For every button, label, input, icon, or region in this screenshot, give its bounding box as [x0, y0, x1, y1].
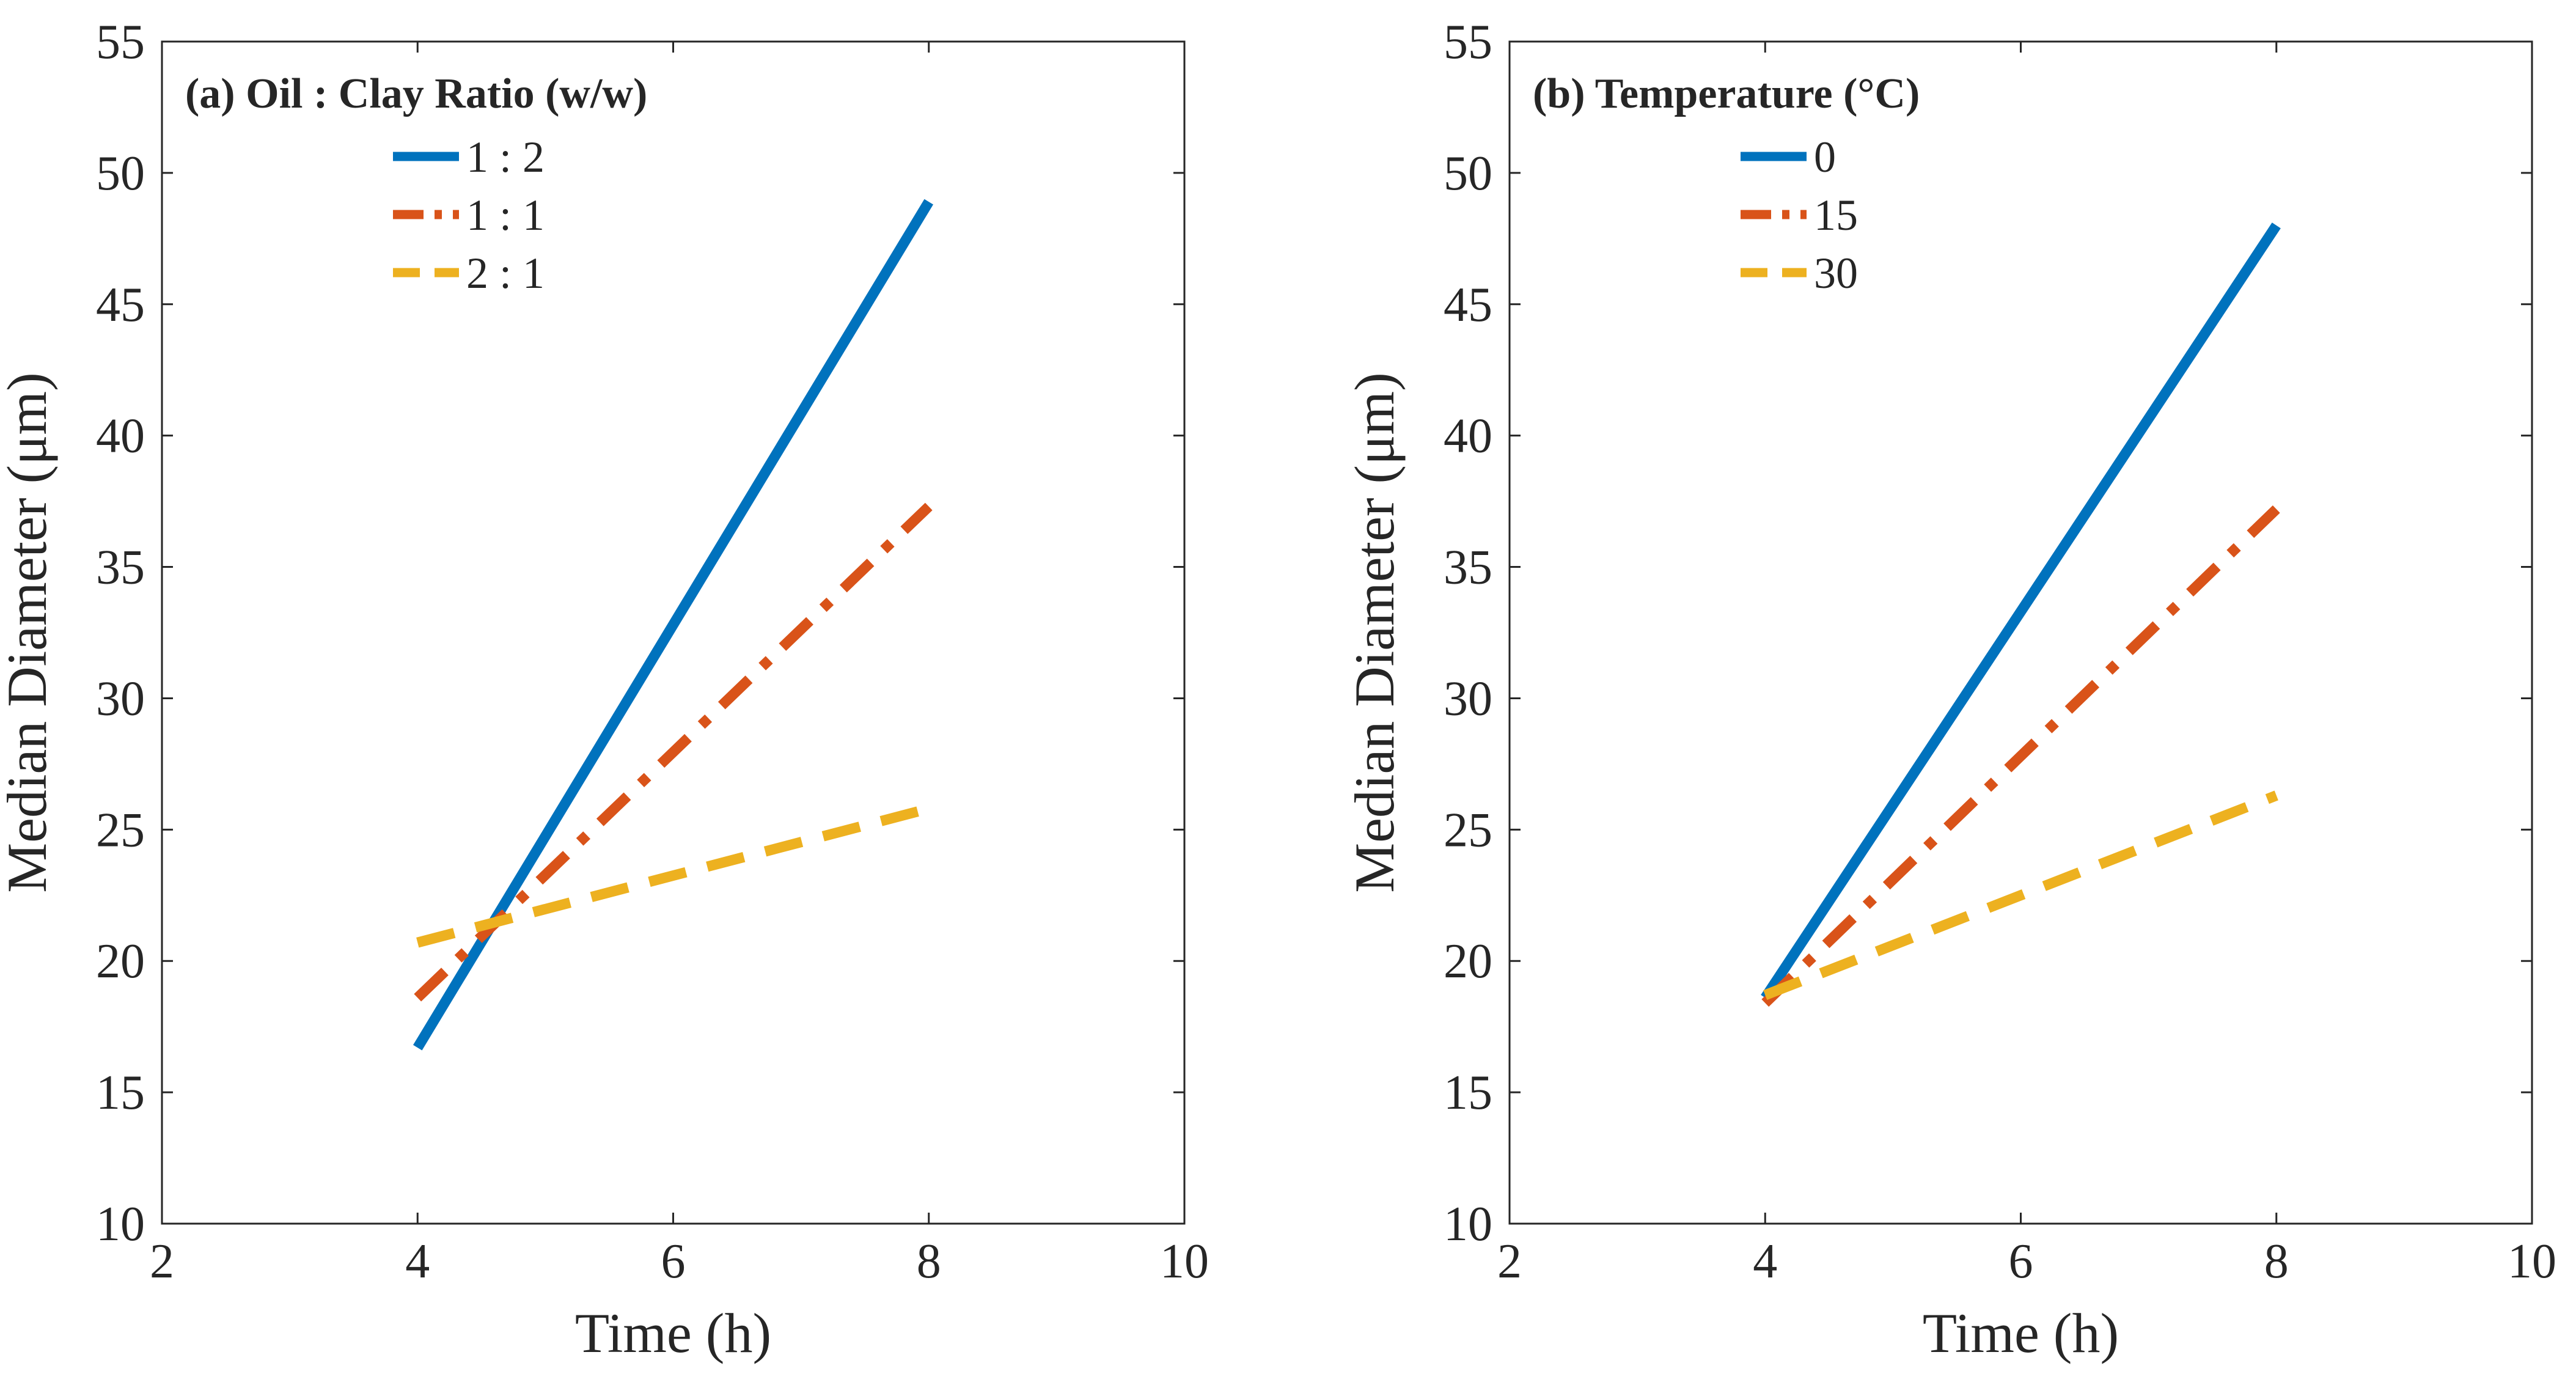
panel-b: 2 4 6 8 10 10 15 20 25 30 35 40 45 50 55 Time (h) Median…	[1343, 15, 2556, 1364]
y-tick-label: 50	[1444, 147, 1492, 200]
series-line-1	[1761, 222, 2281, 1001]
y-tick-label: 55	[96, 15, 145, 69]
y-tick-label: 25	[1444, 803, 1492, 857]
y-tick-label: 50	[96, 147, 145, 200]
y-tick-label: 45	[96, 278, 145, 332]
panel-a: 2 4 6 8 10 10 15 20 25 30 35 40 45 50 55 Time (h) Median…	[0, 15, 1209, 1364]
x-tick-label: 10	[1160, 1235, 1209, 1288]
x-tick-label: 4	[405, 1235, 430, 1288]
legend-label-3: 30	[1814, 249, 1858, 298]
legend-label-1: 0	[1814, 133, 1836, 182]
y-tick-label: 40	[1444, 410, 1492, 463]
y-tick-label: 35	[1444, 541, 1492, 595]
x-tick-label: 4	[1753, 1235, 1777, 1288]
series-line-1	[413, 199, 934, 1051]
series-line-2	[1761, 505, 2280, 1007]
y-tick-label: 35	[96, 541, 145, 595]
y-tick-label: 15	[96, 1066, 145, 1120]
y-tick-label: 20	[1444, 935, 1492, 988]
y-tick-label: 45	[1444, 278, 1492, 332]
x-axis-label: Time (h)	[1923, 1302, 2119, 1364]
legend-label-1: 1 : 2	[466, 133, 545, 182]
legend-label-3: 2 : 1	[466, 249, 545, 298]
plot-area-frame	[1508, 40, 2533, 1225]
legend-label-2: 1 : 1	[466, 191, 545, 240]
panel-title: (b) Temperature (°C)	[1533, 70, 1920, 117]
y-tick-label: 20	[96, 935, 145, 988]
y-tick-label: 30	[96, 672, 145, 726]
x-axis-label: Time (h)	[575, 1302, 771, 1364]
y-tick-label: 25	[96, 803, 145, 857]
x-tick-label: 10	[2508, 1235, 2556, 1288]
x-tick-label: 6	[661, 1235, 686, 1288]
y-tick-label: 10	[96, 1197, 145, 1251]
x-tick-label: 2	[1497, 1235, 1522, 1288]
panel-title: (a) Oil : Clay Ratio (w/w)	[185, 70, 647, 117]
x-tick-label: 8	[917, 1235, 941, 1288]
legend-label-2: 15	[1814, 191, 1858, 240]
x-tick-label: 6	[2009, 1235, 2033, 1288]
y-tick-label: 10	[1444, 1197, 1492, 1251]
y-axis-label: Median Diameter (μm)	[1343, 372, 1406, 892]
x-tick-label: 2	[150, 1235, 174, 1288]
y-tick-label: 15	[1444, 1066, 1492, 1120]
y-axis-label: Median Diameter (μm)	[0, 372, 58, 892]
series-line-3	[1763, 790, 2278, 1001]
x-tick-label: 8	[2264, 1235, 2289, 1288]
y-tick-label: 30	[1444, 672, 1492, 726]
y-tick-label: 40	[96, 410, 145, 463]
series-line-3	[416, 803, 930, 948]
y-tick-label: 55	[1444, 15, 1492, 69]
